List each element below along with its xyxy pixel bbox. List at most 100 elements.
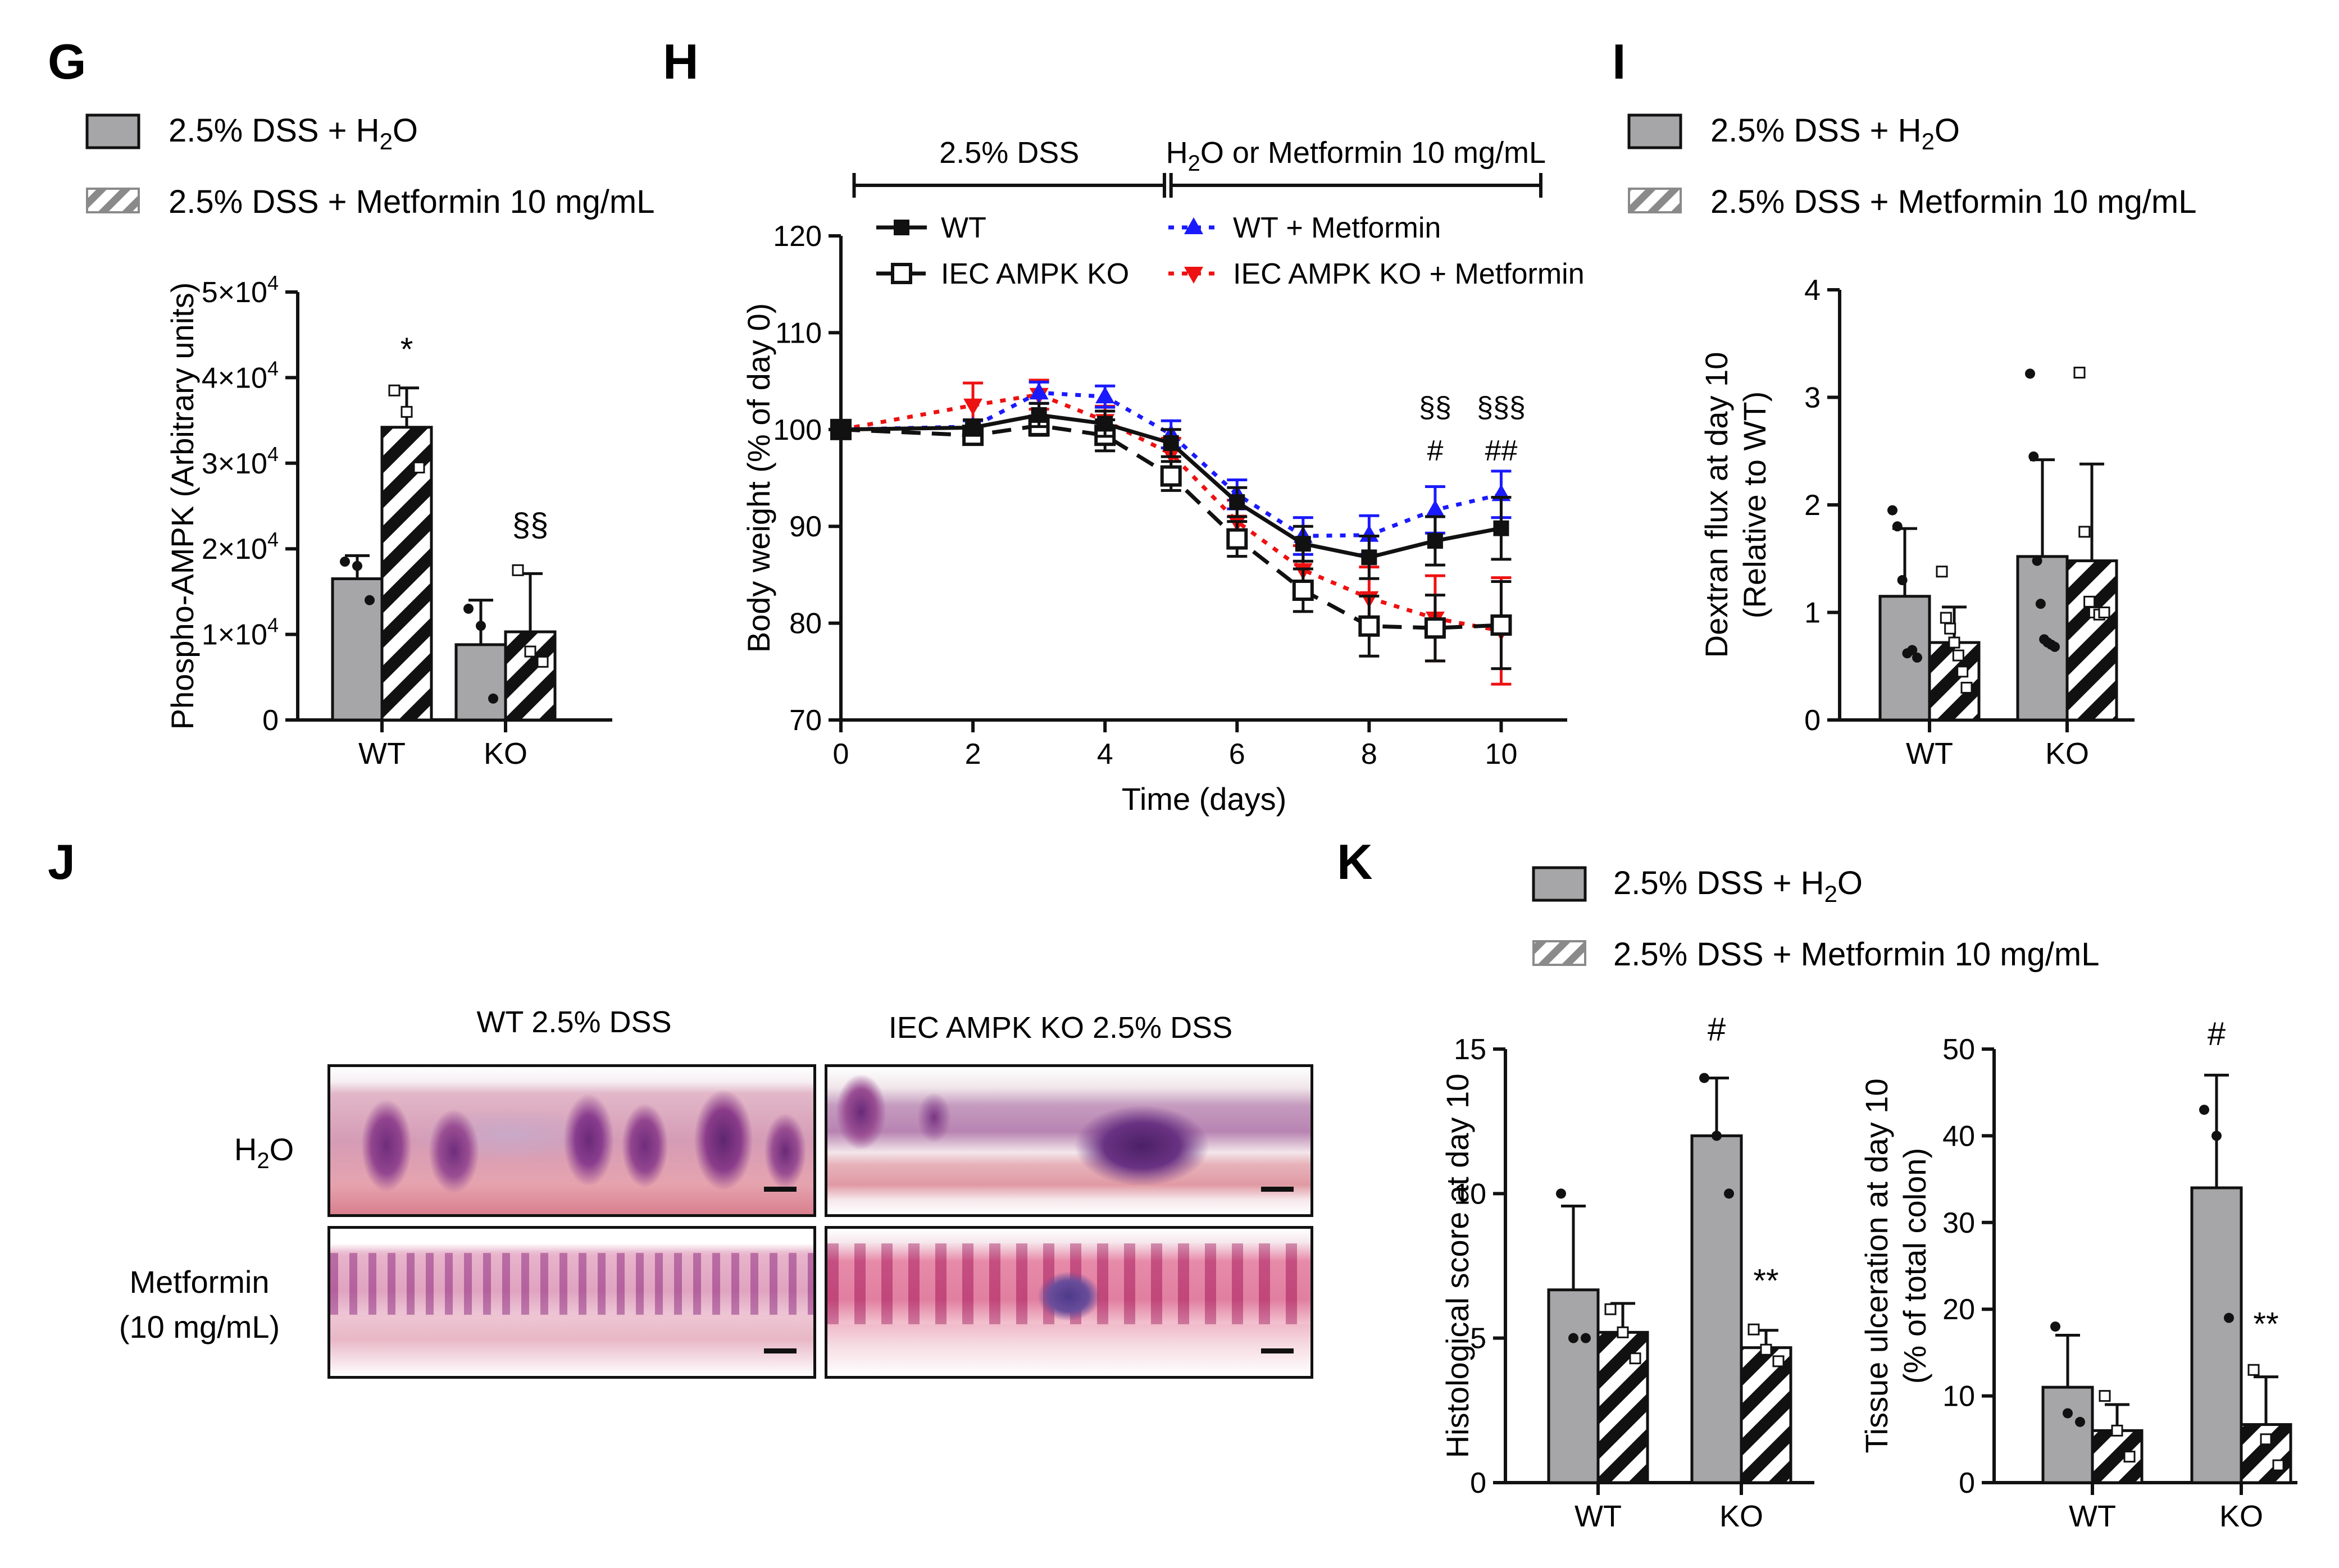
data-point xyxy=(2035,599,2046,609)
data-point xyxy=(965,420,981,436)
data-point xyxy=(536,655,549,668)
data-point xyxy=(1940,612,1952,624)
data-point xyxy=(1031,407,1047,423)
data-point xyxy=(1556,1188,1566,1199)
data-point xyxy=(1359,525,1379,542)
y-tick-label: 3 xyxy=(1804,382,1821,414)
data-point xyxy=(1912,652,1922,663)
y-tick-label: 2×104 xyxy=(202,528,279,566)
histology-image-wt-h2o xyxy=(327,1064,816,1217)
data-point xyxy=(1163,435,1179,451)
legend-label: IEC AMPK KO + Metformin xyxy=(1233,258,1585,290)
bar-h2o xyxy=(2041,1385,2094,1484)
data-point xyxy=(2050,641,2060,652)
data-point xyxy=(1029,382,1049,400)
data-point xyxy=(476,621,486,631)
data-point xyxy=(1361,549,1377,566)
significance-marker: §§ xyxy=(512,507,549,543)
data-point xyxy=(1425,499,1445,517)
y-tick-label: 80 xyxy=(789,608,822,640)
data-point xyxy=(2272,1459,2285,1471)
data-point xyxy=(1897,575,1908,586)
bar-metformin xyxy=(380,426,433,722)
data-point xyxy=(1095,386,1115,404)
legend-label-metformin: 2.5% DSS + Metformin 10 mg/mL xyxy=(1710,184,2197,220)
x-tick-label: 10 xyxy=(1485,738,1518,771)
scale-bar xyxy=(1261,1187,1294,1192)
y-tick-label: 2 xyxy=(1804,489,1821,522)
data-point xyxy=(1097,416,1113,432)
y-tick-label: 4 xyxy=(1804,274,1821,307)
legend-k: 2.5% DSS + H2O 2.5% DSS + Metformin 10 m… xyxy=(1532,865,2100,973)
significance-marker: # xyxy=(2208,1015,2226,1052)
y-tick-label: 0 xyxy=(1804,704,1821,737)
y-tick-label: 40 xyxy=(1942,1120,1975,1152)
legend-label-h2o: 2.5% DSS + H2O xyxy=(1613,865,1863,907)
data-point xyxy=(1960,682,1973,694)
x-tick-label: WT xyxy=(2069,1499,2116,1533)
x-tick-label: KO xyxy=(1719,1499,1763,1533)
legend-label: IEC AMPK KO xyxy=(941,258,1129,290)
data-point xyxy=(2099,1390,2111,1402)
significance-marker: # xyxy=(1427,435,1443,467)
histology-col-title-ko: IEC AMPK KO 2.5% DSS xyxy=(889,1011,1232,1045)
x-tick-label: 4 xyxy=(1097,738,1113,771)
data-point xyxy=(1892,521,1903,532)
y-tick-label: 0 xyxy=(1959,1467,1975,1499)
data-point xyxy=(1944,622,1956,635)
legend-i: 2.5% DSS + H2O 2.5% DSS + Metformin 10 m… xyxy=(1627,112,2197,220)
legend-label: WT xyxy=(941,212,986,244)
y-tick-label: 3×104 xyxy=(202,443,279,480)
data-point xyxy=(413,461,425,473)
y-tick-label: 20 xyxy=(1942,1293,1975,1326)
panel-letter-j: J xyxy=(48,834,75,890)
histology-row-label-h2o: H2O xyxy=(234,1132,294,1173)
histology-image-wt-metformin xyxy=(327,1226,816,1379)
y-tick-label: 110 xyxy=(775,317,822,349)
y-tick-label: 0 xyxy=(1470,1467,1486,1499)
legend-label-h2o: 2.5% DSS + H2O xyxy=(1710,112,1960,154)
data-point xyxy=(1292,579,1314,601)
data-point xyxy=(2078,526,2091,538)
panel-letter-k: K xyxy=(1337,834,1373,890)
legend-label-metformin: 2.5% DSS + Metformin 10 mg/mL xyxy=(169,184,655,220)
phase-label: H2O or Metformin 10 mg/mL xyxy=(1166,136,1546,176)
histology-row-label-metformin-dose: (10 mg/mL) xyxy=(119,1309,280,1344)
data-point xyxy=(2032,555,2042,566)
data-point xyxy=(1748,1323,1760,1335)
scale-bar xyxy=(1261,1348,1294,1353)
data-point xyxy=(2063,1408,2073,1419)
x-tick-label: WT xyxy=(1574,1499,1622,1533)
legend-swatch-metformin xyxy=(1628,188,1682,213)
y-tick-label: 10 xyxy=(1942,1380,1975,1413)
bar-metformin xyxy=(2065,559,2118,722)
data-point xyxy=(1956,666,1969,678)
panel-letter-g: G xyxy=(48,34,86,89)
legend-swatch-metformin xyxy=(1532,940,1586,966)
y-tick-label: 5 xyxy=(1470,1323,1486,1355)
data-point xyxy=(2111,1424,2123,1437)
panel-letter-h: H xyxy=(663,34,699,89)
chart-i-dextran-flux: 0 1 2 3 4 Dextran flux at day 10 (Relative to … xyxy=(1699,274,2135,771)
data-point xyxy=(1493,520,1509,536)
series-line xyxy=(840,393,1502,633)
data-point xyxy=(2075,1416,2085,1427)
y-axis-label-units: (% of total colon) xyxy=(1897,1148,1932,1384)
data-point xyxy=(388,384,401,396)
y-axis-label: Tissue ulceration at day 10 xyxy=(1859,1078,1894,1453)
x-tick-label: KO xyxy=(484,737,527,771)
y-tick-label: 50 xyxy=(1942,1033,1975,1066)
data-point xyxy=(401,405,413,418)
data-point xyxy=(2123,1451,2136,1463)
x-tick-label: 6 xyxy=(1229,738,1245,771)
x-tick-label: 2 xyxy=(965,738,981,771)
data-point xyxy=(2199,1105,2209,1115)
data-point xyxy=(1712,1131,1722,1141)
y-tick-label: 15 xyxy=(1454,1033,1486,1066)
series-line xyxy=(840,423,1501,630)
y-tick-label: 30 xyxy=(1942,1207,1975,1239)
legend-label-h2o: 2.5% DSS + H2O xyxy=(169,112,418,154)
y-axis-label: Histological score at day 10 xyxy=(1440,1074,1475,1458)
series-line xyxy=(840,413,1502,559)
y-tick-label: 10 xyxy=(1454,1178,1486,1210)
